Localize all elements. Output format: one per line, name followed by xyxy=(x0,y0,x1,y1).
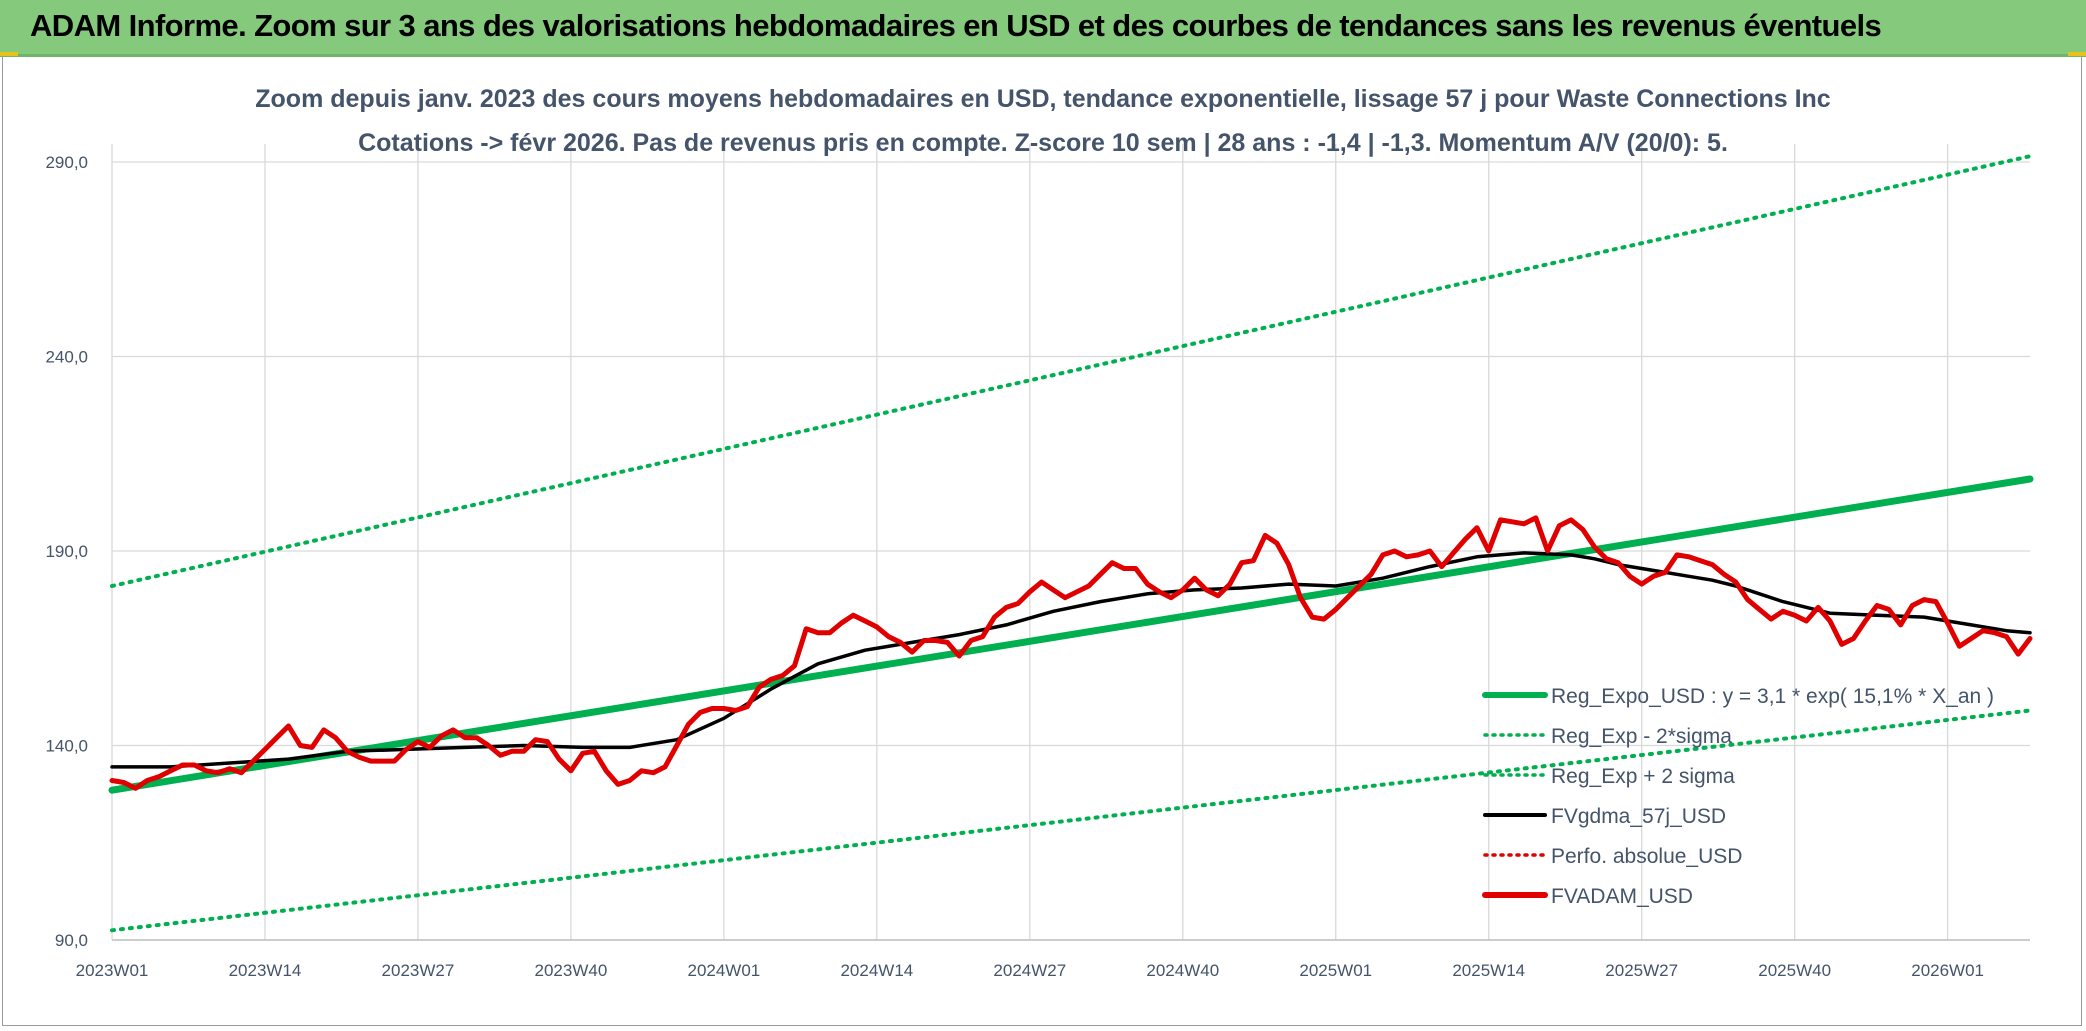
legend-entry: Reg_Expo_USD : y = 3,1 * exp( 15,1% * X_… xyxy=(1551,685,1994,708)
x-tick-label: 2023W14 xyxy=(229,961,302,980)
legend-entry: Reg_Exp + 2 sigma xyxy=(1551,765,1735,788)
x-tick-label: 2026W01 xyxy=(1911,961,1984,980)
x-tick-label: 2023W01 xyxy=(76,961,149,980)
x-tick-label: 2025W27 xyxy=(1605,961,1678,980)
x-tick-label: 2025W40 xyxy=(1758,961,1831,980)
legend-entry: FVgdma_57j_USD xyxy=(1551,805,1726,828)
chart-frame xyxy=(2,56,2082,1026)
series-line-5 xyxy=(109,515,2033,791)
legend-entry: Perfo. absolue_USD xyxy=(1551,845,1742,868)
x-tick-label: 2025W01 xyxy=(1299,961,1372,980)
x-tick-label: 2023W40 xyxy=(535,961,608,980)
legend-entry: FVADAM_USD xyxy=(1551,885,1693,908)
x-tick-label: 2024W14 xyxy=(840,961,913,980)
series-line-2 xyxy=(110,154,2032,588)
series-line-3 xyxy=(110,551,2032,769)
report-title: ADAM Informe. Zoom sur 3 ans des valoris… xyxy=(30,8,1882,43)
banner-accent-right xyxy=(2068,52,2086,56)
x-tick-label: 2024W40 xyxy=(1146,961,1219,980)
y-tick-label: 240,0 xyxy=(45,348,88,367)
chart-title-line-1: Zoom depuis janv. 2023 des cours moyens … xyxy=(255,85,1831,113)
x-tick-label: 2024W01 xyxy=(687,961,760,980)
x-tick-label: 2024W27 xyxy=(993,961,1066,980)
chart-title-line-2: Cotations -> févr 2026. Pas de revenus p… xyxy=(358,129,1728,157)
x-tick-label: 2023W27 xyxy=(382,961,455,980)
y-tick-label: 140,0 xyxy=(45,737,88,756)
series-line-0 xyxy=(108,475,2034,794)
y-tick-label: 90,0 xyxy=(55,931,88,950)
series-line-1 xyxy=(110,708,2032,933)
y-tick-label: 190,0 xyxy=(45,542,88,561)
y-tick-label: 290,0 xyxy=(45,153,88,172)
x-tick-label: 2025W14 xyxy=(1452,961,1525,980)
banner-accent-left xyxy=(0,52,18,56)
legend-entry: Reg_Exp - 2*sigma xyxy=(1551,725,1732,748)
report-banner: ADAM Informe. Zoom sur 3 ans des valoris… xyxy=(0,0,2086,57)
